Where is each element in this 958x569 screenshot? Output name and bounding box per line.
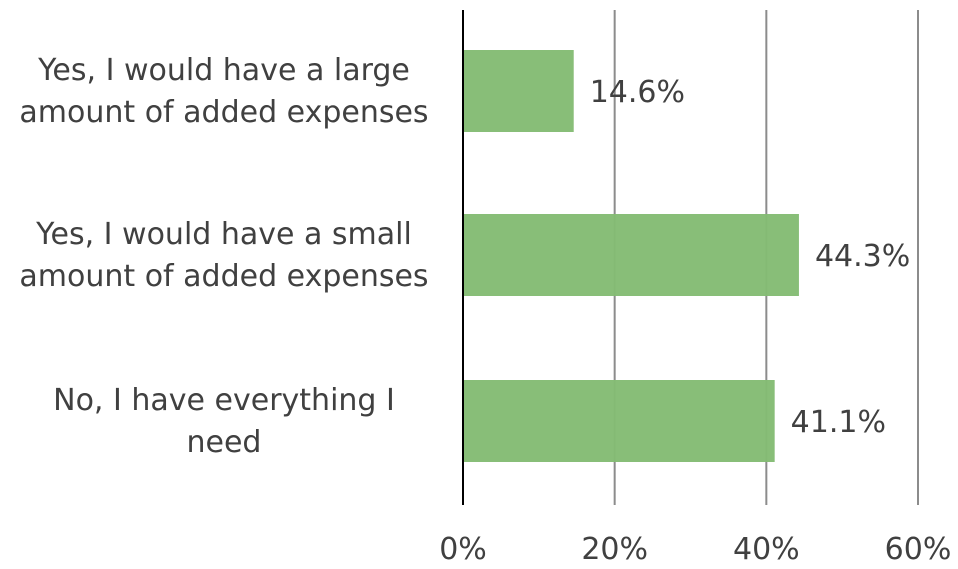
- bar-0: [463, 50, 574, 132]
- bar-2: [463, 380, 775, 462]
- x-tick-label-1: 20%: [581, 532, 648, 565]
- x-tick-labels: 0% 20% 40% 60%: [439, 532, 952, 567]
- data-label-1: 44.3%: [815, 239, 910, 274]
- data-labels: 14.6% 44.3% 41.1%: [590, 75, 911, 440]
- category-label-0: Yes, I would have a large amount of added…: [19, 53, 428, 130]
- category-label-1: Yes, I would have a small amount of added…: [19, 217, 428, 294]
- x-tick-label-0: 0%: [439, 532, 487, 565]
- data-label-0: 14.6%: [590, 75, 685, 110]
- data-label-2: 41.1%: [791, 405, 886, 440]
- x-tick-label-2: 40%: [733, 532, 800, 565]
- bars: [463, 50, 799, 462]
- x-tick-label-3: 60%: [885, 532, 952, 565]
- bar-1: [463, 214, 799, 296]
- category-labels: Yes, I would have a large amount of added…: [19, 53, 428, 460]
